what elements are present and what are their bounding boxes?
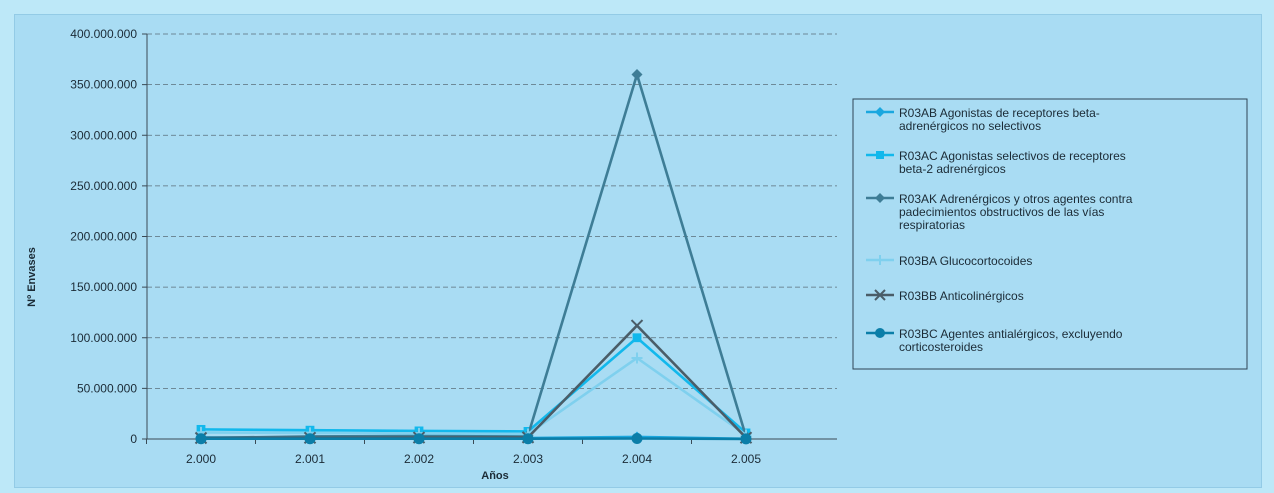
series-line <box>200 324 747 440</box>
series-2 <box>196 333 751 438</box>
legend-label: respiratorias <box>899 218 965 232</box>
data-point <box>631 432 643 444</box>
legend-entry: R03AK Adrenérgicos y otros agentes contr… <box>866 192 1133 232</box>
data-point <box>632 333 642 343</box>
legend-label: corticosteroides <box>899 340 983 354</box>
legend-marker <box>875 255 885 265</box>
series-line <box>200 73 748 440</box>
y-tick-label: 250.000.000 <box>70 179 137 193</box>
data-point <box>522 433 534 445</box>
legend-label: R03BC Agentes antialérgicos, excluyendo <box>899 327 1123 341</box>
legend-label: padecimientos obstructivos de las vías <box>899 205 1104 219</box>
legend-marker <box>876 151 884 159</box>
data-point <box>630 319 644 332</box>
series-5 <box>194 319 753 445</box>
axes: 0 50.000.000 100.000.000 150.000.000 200.000… <box>70 27 837 466</box>
y-tick-label: 0 <box>130 432 137 446</box>
series-line <box>200 336 747 434</box>
data-point <box>413 433 425 445</box>
legend-label: R03BA Glucocortocoides <box>899 254 1032 268</box>
series-lines <box>194 69 753 445</box>
y-tick-label: 200.000.000 <box>70 230 137 244</box>
series-6 <box>195 432 752 445</box>
y-axis-title: Nº Envases <box>26 247 38 307</box>
data-point <box>631 69 643 80</box>
legend-marker <box>874 289 886 301</box>
data-point <box>195 433 207 445</box>
x-tick-label: 2.000 <box>186 452 216 466</box>
chart-frame: 0 50.000.000 100.000.000 150.000.000 200.000… <box>14 14 1262 488</box>
y-tick-label: 300.000.000 <box>70 128 137 142</box>
x-tick-label: 2.004 <box>622 452 652 466</box>
legend-label: beta-2 adrenérgicos <box>899 162 1006 176</box>
legend-marker <box>875 193 885 203</box>
legend-marker <box>875 328 885 338</box>
y-tick-label: 150.000.000 <box>70 280 137 294</box>
legend-label: R03AB Agonistas de receptores beta- <box>899 106 1100 120</box>
legend-entry: R03BB Anticolinérgicos <box>866 289 1024 303</box>
x-tick-label: 2.003 <box>513 452 543 466</box>
y-tick-label: 100.000.000 <box>70 331 137 345</box>
series-line <box>200 356 747 437</box>
data-point <box>304 433 316 445</box>
y-tick-label: 50.000.000 <box>77 381 137 395</box>
gridlines <box>147 33 837 389</box>
legend-entry: R03AC Agonistas selectivos de receptores… <box>866 149 1126 176</box>
legend-marker <box>875 107 885 117</box>
y-tick-label: 350.000.000 <box>70 78 137 92</box>
series-3 <box>195 69 752 444</box>
legend-label: adrenérgicos no selectivos <box>899 119 1041 133</box>
legend-entry: R03BC Agentes antialérgicos, excluyendoc… <box>866 327 1123 354</box>
data-point <box>740 433 752 445</box>
legend: R03AB Agonistas de receptores beta-adren… <box>852 98 1248 370</box>
legend-box <box>852 98 1248 370</box>
legend-entry: R03BA Glucocortocoides <box>866 254 1032 268</box>
legend-entry: R03AB Agonistas de receptores beta-adren… <box>866 106 1100 133</box>
x-axis-title: Años <box>481 470 509 482</box>
line-chart: 0 50.000.000 100.000.000 150.000.000 200.000… <box>26 27 1248 482</box>
data-point <box>631 352 643 364</box>
legend-label: R03AC Agonistas selectivos de receptores <box>899 149 1126 163</box>
x-tick-label: 2.002 <box>404 452 434 466</box>
x-tick-label: 2.001 <box>295 452 325 466</box>
legend-label: R03AK Adrenérgicos y otros agentes contr… <box>899 192 1133 206</box>
y-tick-label: 400.000.000 <box>70 27 137 41</box>
x-tick-label: 2.005 <box>731 452 761 466</box>
legend-label: R03BB Anticolinérgicos <box>899 289 1024 303</box>
